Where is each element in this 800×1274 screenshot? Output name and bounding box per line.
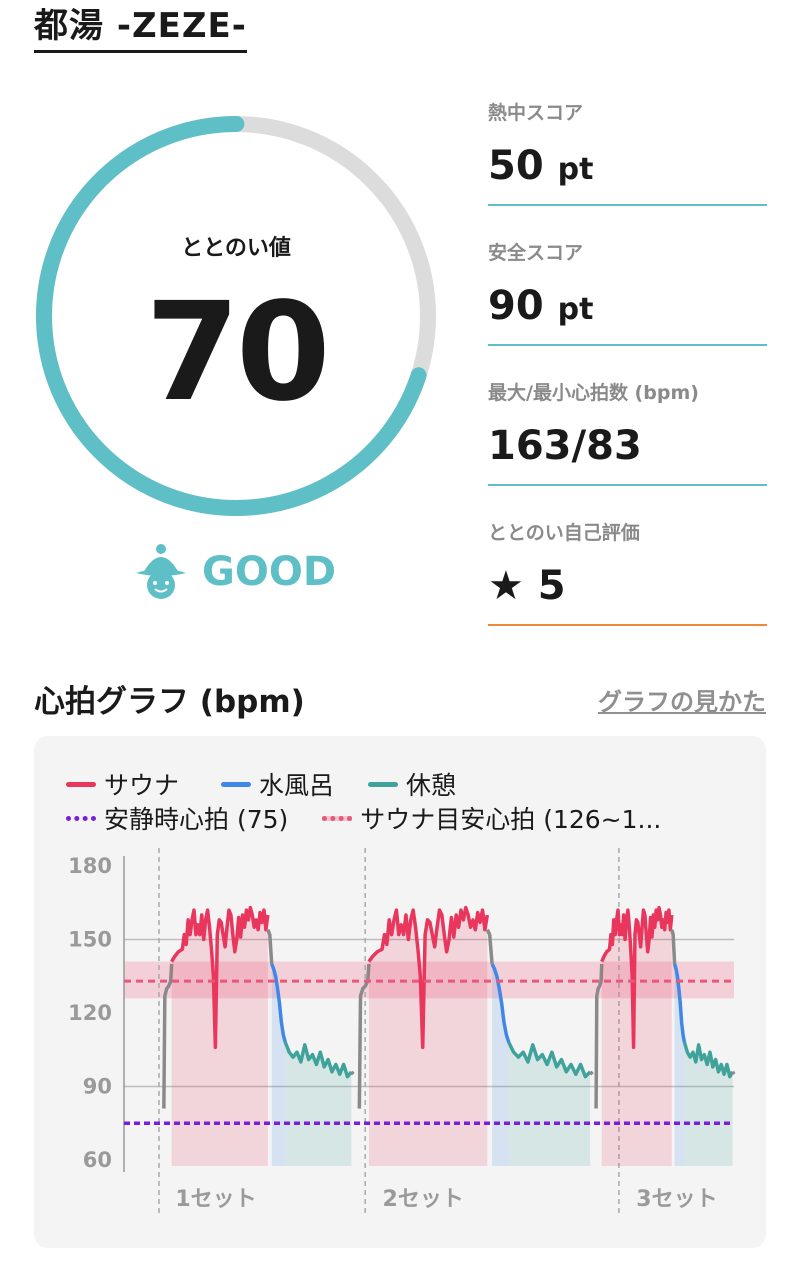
y-tick-label: 150 [68,928,112,952]
transition-line [350,1070,355,1076]
legend-sauna: サウナ [104,771,180,800]
legend-swatch-rest [368,781,399,787]
y-tick-label: 90 [83,1075,112,1099]
status-badge: GOOD [134,540,336,604]
transition-line [588,1070,594,1076]
legend-swatch-resting-hr [66,815,96,821]
totonoi-gauge: ととのい値 70 [30,110,442,522]
sauna-line [367,905,490,1050]
self-rating: ととのい自己評価 ★ 5 [488,518,767,626]
transition-line [670,929,677,965]
legend-swatch-sauna-target [322,815,353,821]
set-label: 1セット [175,1187,256,1212]
cold_bath-area [492,964,509,1166]
cold_bath-line [270,963,288,1043]
sauna-hat-face-icon [136,544,186,599]
transition-line [357,963,371,1109]
graph-help-link[interactable]: グラフの見かた [598,688,766,716]
heart-rate-graph-panel: サウナ 水風呂 休憩 安静時心拍 (75) サウナ目安心拍 (126~1... … [34,736,766,1248]
legend-swatch-sauna [66,781,96,787]
rest-area [684,1042,733,1166]
transition-line [162,963,174,1109]
y-tick-label: 60 [83,1148,112,1172]
cold_bath-area [674,964,685,1166]
divider [488,624,767,626]
sauna-line [170,905,270,1050]
gauge-ring [36,116,436,516]
heat-score-label: 熱中スコア [488,102,584,124]
self-rating-label: ととのい自己評価 [488,522,640,544]
cold_bath-line [672,963,687,1043]
star-icon: ★ [488,563,524,609]
safety-score-unit: pt [557,292,594,327]
legend-row-2: 安静時心拍 (75) サウナ目安心拍 (126~1... [66,800,661,836]
heat-score: 熱中スコア 50 pt [488,98,767,206]
sauna-area [368,907,488,1166]
transition-line [594,963,604,1109]
safety-score-value: 90 [488,283,544,329]
legend-resting-hr: 安静時心拍 (75) [104,805,289,834]
heart-rate-label: 最大/最小心拍数 (bpm) [488,382,699,404]
safety-score: 安全スコア 90 pt [488,238,767,346]
safety-score-label: 安全スコア [488,242,584,264]
rest-line [682,1041,735,1079]
rest-line [507,1041,592,1079]
heart-rate-value: 163/83 [488,423,642,469]
set-label: 3セット [636,1187,717,1212]
legend-rest: 休憩 [406,771,457,800]
transition-line [485,928,494,965]
divider [488,484,767,486]
legend-swatch-cold-bath [221,781,252,787]
legend-cold-bath: 水風呂 [259,771,335,800]
gauge-label: ととのい値 [181,236,291,261]
sauna-area [171,907,268,1166]
heat-score-unit: pt [557,152,594,187]
y-tick-label: 180 [68,854,112,878]
set-label: 2セット [383,1187,464,1212]
divider [488,344,767,346]
heart-rate-range: 最大/最小心拍数 (bpm) 163/83 [488,378,767,486]
cold_bath-area [271,964,286,1166]
cold_bath-line [490,963,511,1043]
gauge-value: 70 [145,274,330,432]
rest-line [283,1041,353,1079]
page-title: 都湯 -ZEZE- [34,4,247,53]
sauna-area [601,907,672,1166]
heart-rate-chart: 180 150 120 90 60 1セット 2セット 3セット [68,848,736,1216]
status-text: GOOD [202,549,337,595]
divider [488,204,767,206]
legend-row-1: サウナ 水風呂 休憩 [66,766,456,802]
heat-score-value: 50 [488,143,544,189]
sauna-line [600,905,674,1050]
rest-area [508,1042,591,1166]
transition-line [731,1070,736,1076]
graph-title: 心拍グラフ (bpm) [34,684,305,720]
gauge-progress [36,116,436,516]
rest-area [285,1042,352,1166]
self-rating-value: 5 [537,563,566,609]
transition-line [266,929,274,965]
y-tick-label: 120 [68,1001,112,1025]
legend-sauna-target: サウナ目安心拍 (126~1... [360,805,662,834]
